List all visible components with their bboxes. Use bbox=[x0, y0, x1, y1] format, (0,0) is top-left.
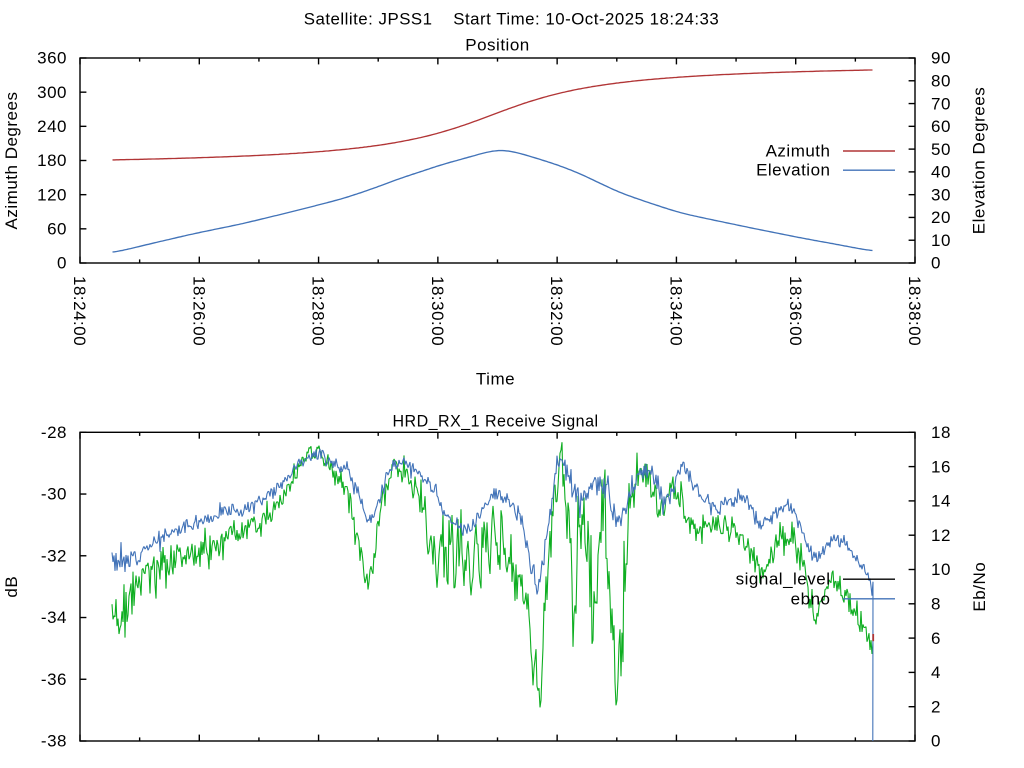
svg-text:70: 70 bbox=[931, 94, 951, 113]
svg-text:18:32:00: 18:32:00 bbox=[547, 276, 566, 346]
svg-text:80: 80 bbox=[931, 71, 951, 90]
svg-text:Elevation Degrees: Elevation Degrees bbox=[970, 87, 989, 234]
svg-text:18: 18 bbox=[931, 423, 951, 442]
svg-text:20: 20 bbox=[931, 208, 951, 227]
svg-text:60: 60 bbox=[47, 220, 67, 239]
svg-text:10: 10 bbox=[931, 560, 951, 579]
svg-text:-38: -38 bbox=[41, 732, 67, 751]
svg-text:18:38:00: 18:38:00 bbox=[905, 276, 924, 346]
svg-text:0: 0 bbox=[57, 254, 67, 273]
svg-text:14: 14 bbox=[931, 492, 951, 511]
svg-text:-32: -32 bbox=[41, 546, 67, 565]
svg-text:180: 180 bbox=[37, 151, 67, 170]
svg-text:18:28:00: 18:28:00 bbox=[309, 276, 328, 346]
svg-text:HRD_RX_1 Receive Signal: HRD_RX_1 Receive Signal bbox=[393, 412, 599, 431]
svg-text:300: 300 bbox=[37, 83, 67, 102]
svg-text:18:34:00: 18:34:00 bbox=[667, 276, 686, 346]
svg-text:Position: Position bbox=[465, 35, 529, 54]
svg-text:Azimuth Degrees: Azimuth Degrees bbox=[2, 92, 21, 230]
svg-text:-34: -34 bbox=[41, 608, 67, 627]
svg-text:16: 16 bbox=[931, 457, 951, 476]
svg-text:40: 40 bbox=[931, 163, 951, 182]
svg-text:8: 8 bbox=[931, 595, 941, 614]
svg-text:360: 360 bbox=[37, 49, 67, 68]
svg-text:ebno: ebno bbox=[791, 589, 831, 608]
svg-text:6: 6 bbox=[931, 629, 941, 648]
svg-text:Azimuth: Azimuth bbox=[766, 142, 831, 161]
svg-text:-30: -30 bbox=[41, 485, 67, 504]
svg-text:0: 0 bbox=[931, 254, 941, 273]
svg-text:-36: -36 bbox=[41, 670, 67, 689]
svg-text:18:24:00: 18:24:00 bbox=[70, 276, 89, 346]
svg-text:dB: dB bbox=[2, 576, 21, 598]
svg-text:60: 60 bbox=[931, 117, 951, 136]
svg-text:-28: -28 bbox=[41, 423, 67, 442]
svg-text:10: 10 bbox=[931, 231, 951, 250]
svg-text:Time: Time bbox=[476, 370, 515, 389]
svg-text:Satellite: JPSS1 Start Time: Satellite: JPSS1 Start Time: 10-Oct-2025… bbox=[304, 10, 720, 29]
svg-text:12: 12 bbox=[931, 526, 951, 545]
svg-text:18:26:00: 18:26:00 bbox=[189, 276, 208, 346]
svg-text:0: 0 bbox=[931, 732, 941, 751]
svg-text:50: 50 bbox=[931, 140, 951, 159]
svg-text:18:36:00: 18:36:00 bbox=[786, 276, 805, 346]
svg-text:90: 90 bbox=[931, 49, 951, 68]
svg-text:Eb/No: Eb/No bbox=[970, 562, 989, 612]
svg-text:Elevation: Elevation bbox=[756, 161, 830, 180]
svg-text:signal_level: signal_level bbox=[736, 570, 831, 589]
svg-text:2: 2 bbox=[931, 697, 941, 716]
svg-text:30: 30 bbox=[931, 185, 951, 204]
svg-text:18:30:00: 18:30:00 bbox=[428, 276, 447, 346]
svg-text:4: 4 bbox=[931, 663, 941, 682]
svg-text:240: 240 bbox=[37, 117, 67, 136]
svg-text:120: 120 bbox=[37, 185, 67, 204]
